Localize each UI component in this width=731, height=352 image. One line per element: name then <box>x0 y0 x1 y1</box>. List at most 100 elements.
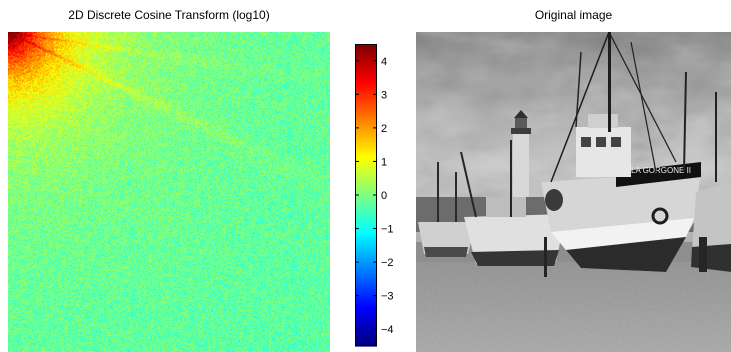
colorbar-swatch <box>355 61 377 65</box>
colorbar-swatch <box>355 84 377 88</box>
colorbar-swatch <box>355 257 377 262</box>
original-image: LA GORGONE II <box>416 32 731 352</box>
colorbar-swatch <box>355 89 377 93</box>
boat-photograph: LA GORGONE II <box>416 32 731 352</box>
colorbar-swatch <box>355 265 377 269</box>
main-boat: LA GORGONE II <box>541 32 717 272</box>
colorbar-swatch <box>355 174 377 178</box>
colorbar-swatch <box>355 132 377 136</box>
colorbar-svg: 4 3 2 1 0 −1 −2 −3 −4 <box>355 44 394 347</box>
colorbar-swatch <box>355 51 377 55</box>
colorbar-swatch <box>355 184 377 189</box>
boat-name-lettering: LA GORGONE II <box>631 166 691 175</box>
colorbar-swatch <box>355 71 377 75</box>
colorbar-swatch <box>355 245 377 249</box>
colorbar-swatch <box>355 252 377 256</box>
original-image-title: Original image <box>534 8 613 22</box>
colorbar-swatch <box>355 215 377 219</box>
colorbar-swatch <box>355 172 377 176</box>
colorbar-swatch <box>355 64 377 68</box>
colorbar-swatch <box>355 220 377 224</box>
colorbar-swatch <box>355 232 377 236</box>
lighthouse <box>511 110 531 212</box>
colorbar-swatch <box>355 273 377 277</box>
colorbar-swatch <box>355 144 377 148</box>
colorbar-swatch <box>355 159 377 163</box>
colorbar-swatch <box>355 323 377 327</box>
colorbar-swatch <box>355 81 377 85</box>
colorbar-swatch <box>355 195 377 199</box>
colorbar-swatch <box>355 99 377 103</box>
colorbar-swatch <box>355 210 377 214</box>
colorbar-swatch <box>355 134 377 138</box>
colorbar-swatch <box>355 333 377 337</box>
colorbar-swatch <box>355 187 377 191</box>
sand-texture <box>416 262 731 352</box>
colorbar-swatch <box>355 222 377 226</box>
colorbar-swatch <box>355 96 377 100</box>
colorbar-swatch <box>355 182 377 186</box>
colorbar-swatch <box>355 94 377 98</box>
colorbar-swatch <box>355 200 377 204</box>
left-boat <box>418 162 476 257</box>
colorbar-swatch <box>355 46 377 50</box>
colorbar-swatch <box>355 127 377 131</box>
colorbar-swatch <box>355 74 377 78</box>
colorbar-swatch <box>355 270 377 274</box>
colorbar-swatch <box>355 267 377 272</box>
colorbar-swatch <box>355 288 377 292</box>
colorbar-tick-label: −3 <box>381 291 394 303</box>
colorbar-swatch <box>355 162 377 166</box>
colorbar-swatch <box>355 303 377 307</box>
colorbar-swatch <box>355 298 377 302</box>
colorbar-swatch <box>355 129 377 133</box>
colorbar-swatch <box>355 230 377 234</box>
colorbar-swatch <box>355 101 377 105</box>
colorbar-swatch <box>355 142 377 146</box>
colorbar-swatch <box>355 44 377 48</box>
colorbar-swatch <box>355 225 377 229</box>
colorbar-swatch <box>355 207 377 211</box>
colorbar-swatch <box>355 179 377 184</box>
colorbar-swatch <box>355 154 377 158</box>
colorbar-swatch <box>355 119 377 123</box>
colorbar-swatch <box>355 152 377 156</box>
colorbar-swatch <box>355 164 377 168</box>
colorbar-swatch <box>355 66 377 70</box>
colorbar-swatch <box>355 290 377 294</box>
colorbar-swatch <box>355 157 377 161</box>
colorbar-swatch <box>355 240 377 244</box>
colorbar-swatch <box>355 283 377 287</box>
colorbar-swatch <box>355 242 377 246</box>
colorbar-swatch <box>355 285 377 289</box>
colorbar-swatch <box>355 212 377 216</box>
colorbar-swatch <box>355 278 377 282</box>
colorbar-swatch <box>355 91 377 95</box>
colorbar-swatch <box>355 275 377 279</box>
colorbar-swatch <box>355 300 377 304</box>
colorbar-swatch <box>355 49 377 53</box>
colorbar-swatch <box>355 247 377 251</box>
colorbar-swatch <box>355 149 377 153</box>
colorbar-swatch <box>355 340 377 345</box>
dct-heatmap <box>8 32 330 352</box>
colorbar-swatch <box>355 217 377 221</box>
colorbar-swatch <box>355 305 377 309</box>
colorbar-swatch <box>355 147 377 151</box>
colorbar-swatch <box>355 192 377 196</box>
colorbar-swatch <box>355 235 377 239</box>
colorbar-tick-label: 1 <box>381 156 387 168</box>
colorbar-swatch <box>355 169 377 173</box>
colorbar-swatch <box>355 260 377 264</box>
colorbar-swatch <box>355 76 377 80</box>
colorbar-swatch <box>355 315 377 319</box>
colorbar-tick-label: 3 <box>381 89 387 101</box>
colorbar-swatch <box>355 177 377 181</box>
colorbar-tick-label: 2 <box>381 123 387 135</box>
colorbar-swatch <box>355 124 377 128</box>
colorbar-tick-label: −1 <box>381 224 394 236</box>
colorbar-swatch <box>355 69 377 73</box>
right-boat <box>691 182 731 272</box>
colorbar-swatch <box>355 313 377 317</box>
colorbar-swatch <box>355 116 377 121</box>
